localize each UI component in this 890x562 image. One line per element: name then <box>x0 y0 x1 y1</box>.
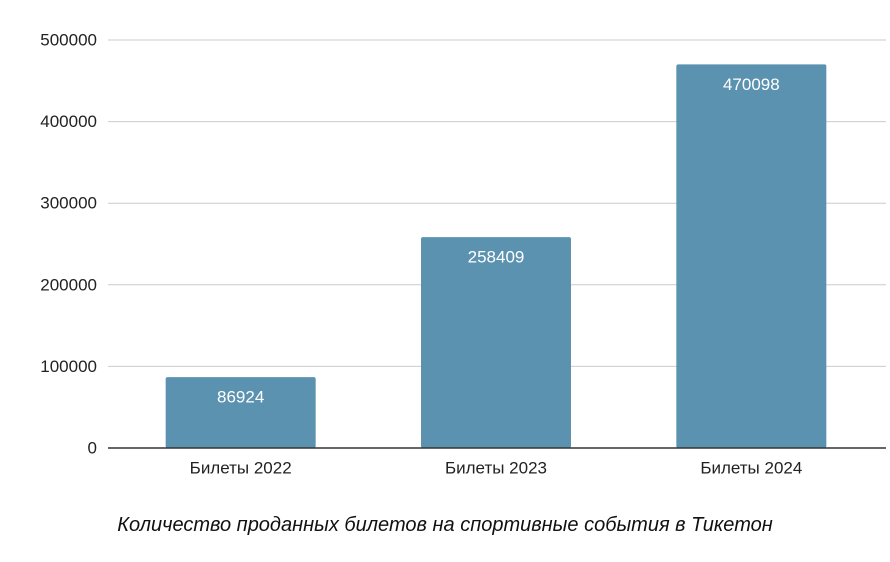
y-tick-label: 0 <box>88 439 97 458</box>
x-tick-label: Билеты 2023 <box>445 459 547 478</box>
bar <box>421 237 571 448</box>
y-tick-label: 500000 <box>40 31 97 50</box>
chart-caption: Количество проданных билетов на спортивн… <box>117 514 773 536</box>
y-tick-label: 100000 <box>40 357 97 376</box>
bar-chart: 0 100000 200000 300000 400000 500000 86924 258… <box>40 31 886 478</box>
y-axis-tick-labels: 0 100000 200000 300000 400000 500000 <box>40 31 97 458</box>
bar-value-label: 86924 <box>217 388 264 407</box>
x-axis-tick-labels: Билеты 2022 Билеты 2023 Билеты 2024 <box>190 459 803 478</box>
y-tick-label: 300000 <box>40 194 97 213</box>
bar <box>676 64 827 449</box>
x-tick-label: Билеты 2024 <box>700 459 802 478</box>
data-labels: 86924 258409 470098 <box>217 75 780 407</box>
y-tick-label: 400000 <box>40 112 97 131</box>
bar-value-label: 470098 <box>723 75 780 94</box>
bars <box>165 64 827 449</box>
x-tick-label: Билеты 2022 <box>190 459 292 478</box>
bar <box>165 377 316 448</box>
bar-value-label: 258409 <box>468 248 525 267</box>
y-tick-label: 200000 <box>40 275 97 294</box>
